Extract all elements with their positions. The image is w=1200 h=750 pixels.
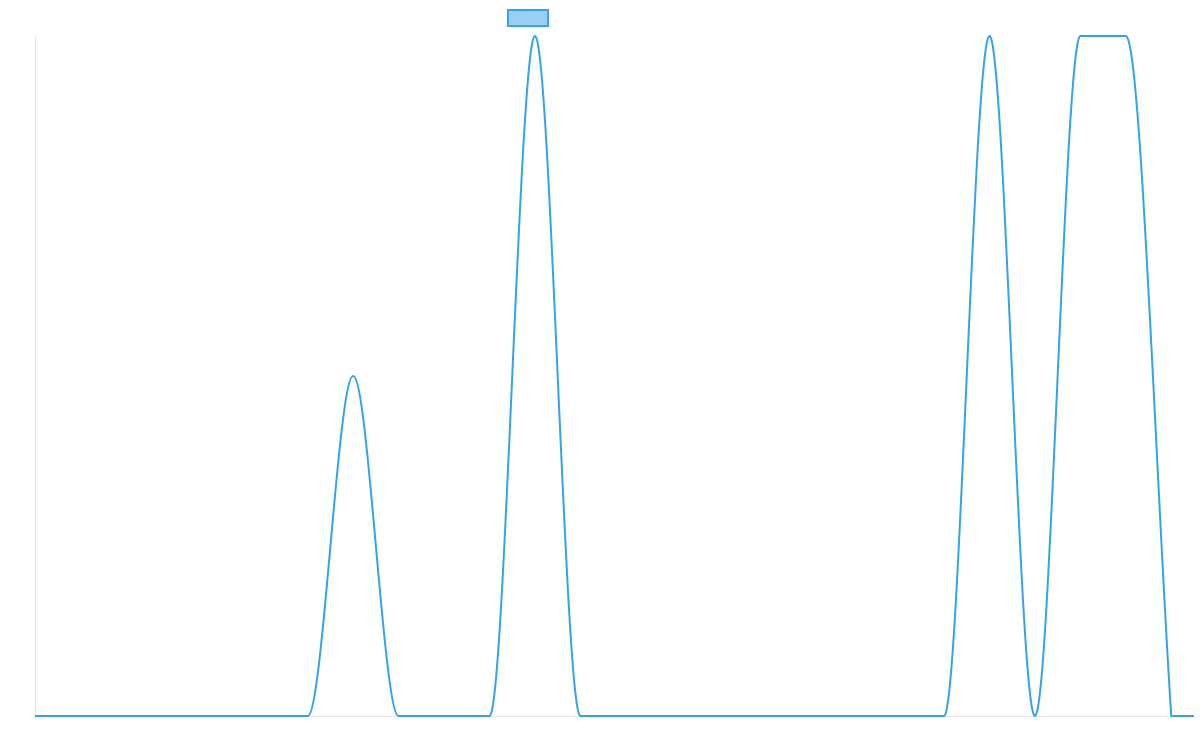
data-point[interactable]	[805, 713, 811, 719]
data-point[interactable]	[396, 713, 402, 719]
data-point[interactable]	[1168, 713, 1174, 719]
data-point[interactable]	[623, 713, 629, 719]
data-point[interactable]	[896, 713, 902, 719]
data-point[interactable]	[1032, 713, 1038, 719]
data-point[interactable]	[1077, 33, 1083, 39]
legend[interactable]	[507, 9, 549, 27]
data-point[interactable]	[487, 713, 493, 719]
data-point[interactable]	[77, 713, 83, 719]
data-point[interactable]	[214, 713, 220, 719]
data-point[interactable]	[850, 713, 856, 719]
data-point[interactable]	[941, 713, 947, 719]
series-line	[35, 35, 1194, 717]
data-point[interactable]	[305, 713, 311, 719]
data-point[interactable]	[441, 713, 447, 719]
data-point[interactable]	[168, 713, 174, 719]
data-points	[32, 33, 1174, 719]
data-point[interactable]	[123, 713, 129, 719]
data-point[interactable]	[1123, 33, 1129, 39]
data-point[interactable]	[577, 713, 583, 719]
plot-area	[32, 33, 1194, 719]
data-point[interactable]	[259, 713, 265, 719]
data-point[interactable]	[759, 713, 765, 719]
data-point[interactable]	[32, 713, 38, 719]
data-point[interactable]	[668, 713, 674, 719]
data-point[interactable]	[714, 713, 720, 719]
data-point[interactable]	[350, 373, 356, 379]
data-point[interactable]	[986, 33, 992, 39]
data-point[interactable]	[532, 33, 538, 39]
legend-swatch[interactable]	[507, 9, 549, 27]
